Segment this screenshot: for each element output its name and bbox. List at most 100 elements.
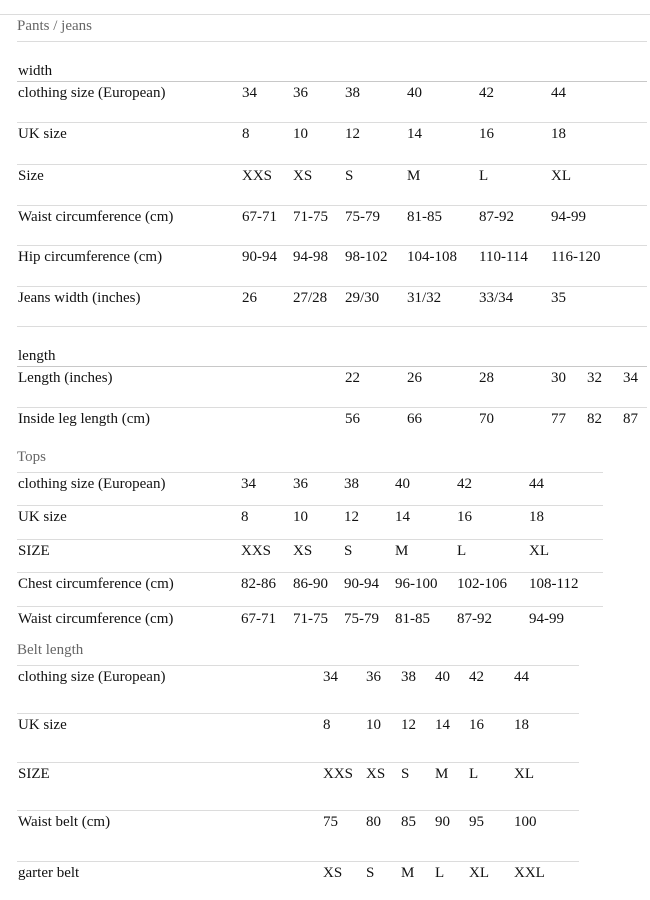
divider	[17, 122, 647, 123]
divider	[17, 366, 647, 367]
divider	[17, 606, 603, 607]
table-cell: 81-85	[395, 611, 430, 627]
width-heading: width	[18, 63, 53, 79]
section-title-pants: Pants / jeans	[17, 18, 92, 34]
table-cell: 71-75	[293, 611, 328, 627]
table-cell: 29/30	[345, 290, 380, 306]
section-title-belt: Belt length	[17, 642, 84, 658]
row-label: Hip circumference (cm)	[18, 249, 163, 265]
divider	[17, 539, 603, 540]
row-label: Waist circumference (cm)	[18, 611, 174, 627]
table-cell: 75	[323, 814, 338, 830]
divider	[17, 245, 647, 246]
table-cell: 98-102	[345, 249, 388, 265]
table-cell: 116-120	[551, 249, 601, 265]
divider	[17, 861, 579, 862]
table-cell: 36	[293, 476, 308, 492]
table-cell: XS	[293, 543, 313, 559]
table-cell: 86-90	[293, 576, 328, 592]
divider	[17, 572, 603, 573]
table-cell: 12	[401, 717, 416, 733]
table-cell: 26	[407, 370, 422, 386]
table-cell: 110-114	[479, 249, 528, 265]
table-cell: 87-92	[479, 209, 514, 225]
table-cell: S	[345, 168, 354, 184]
table-cell: M	[395, 543, 409, 559]
table-cell: 16	[479, 126, 494, 142]
table-cell: 38	[401, 669, 416, 685]
table-cell: 10	[293, 126, 308, 142]
table-cell: L	[457, 543, 467, 559]
table-cell: 44	[529, 476, 544, 492]
table-cell: 85	[401, 814, 416, 830]
divider	[0, 14, 650, 15]
table-cell: XL	[551, 168, 571, 184]
divider	[17, 326, 647, 327]
table-cell: 14	[435, 717, 450, 733]
table-cell: 82	[587, 411, 602, 427]
table-cell: 27/28	[293, 290, 328, 306]
table-cell: 8	[242, 126, 250, 142]
table-cell: 8	[323, 717, 331, 733]
table-cell: 30	[551, 370, 566, 386]
table-cell: 94-99	[529, 611, 564, 627]
table-cell: 36	[366, 669, 381, 685]
table-cell: XS	[366, 766, 386, 782]
table-cell: 36	[293, 85, 308, 101]
section-title-tops: Tops	[17, 449, 46, 465]
row-label: Waist belt (cm)	[18, 814, 111, 830]
table-cell: 94-99	[551, 209, 586, 225]
table-cell: 38	[345, 85, 360, 101]
row-label: UK size	[18, 509, 67, 525]
table-cell: XXS	[242, 168, 273, 184]
table-cell: 18	[529, 509, 544, 525]
table-cell: 90-94	[242, 249, 277, 265]
row-label: clothing size (European)	[18, 476, 166, 492]
length-heading: length	[18, 348, 56, 364]
row-label: SIZE	[18, 543, 50, 559]
table-cell: 100	[514, 814, 537, 830]
table-cell: 40	[395, 476, 410, 492]
divider	[17, 762, 579, 763]
table-cell: S	[344, 543, 353, 559]
table-cell: 16	[469, 717, 484, 733]
table-cell: 95	[469, 814, 484, 830]
table-cell: 87	[623, 411, 638, 427]
table-cell: XL	[469, 865, 489, 881]
table-cell: XL	[529, 543, 549, 559]
row-label: Chest circumference (cm)	[18, 576, 174, 592]
table-cell: XL	[514, 766, 534, 782]
table-cell: 31/32	[407, 290, 442, 306]
table-cell: XXS	[241, 543, 272, 559]
table-cell: 67-71	[241, 611, 276, 627]
row-label: Inside leg length (cm)	[18, 411, 151, 427]
divider	[17, 472, 603, 473]
table-cell: 22	[345, 370, 360, 386]
table-cell: 56	[345, 411, 360, 427]
table-cell: 32	[587, 370, 602, 386]
table-cell: 94-98	[293, 249, 328, 265]
table-cell: 34	[623, 370, 638, 386]
table-cell: 44	[551, 85, 566, 101]
table-cell: M	[407, 168, 421, 184]
table-cell: XS	[293, 168, 313, 184]
row-label: Jeans width (inches)	[18, 290, 141, 306]
table-cell: 12	[344, 509, 359, 525]
table-cell: 8	[241, 509, 249, 525]
table-cell: 40	[435, 669, 450, 685]
table-cell: 14	[395, 509, 410, 525]
table-cell: 70	[479, 411, 494, 427]
table-cell: 42	[469, 669, 484, 685]
table-cell: 66	[407, 411, 422, 427]
table-cell: 34	[242, 85, 257, 101]
table-cell: L	[435, 865, 445, 881]
row-label: Size	[18, 168, 44, 184]
table-cell: 67-71	[242, 209, 277, 225]
table-cell: 82-86	[241, 576, 276, 592]
table-cell: 75-79	[345, 209, 380, 225]
table-cell: 71-75	[293, 209, 328, 225]
table-cell: 38	[344, 476, 359, 492]
row-label: clothing size (European)	[18, 669, 166, 685]
table-cell: 44	[514, 669, 529, 685]
table-cell: M	[435, 766, 449, 782]
